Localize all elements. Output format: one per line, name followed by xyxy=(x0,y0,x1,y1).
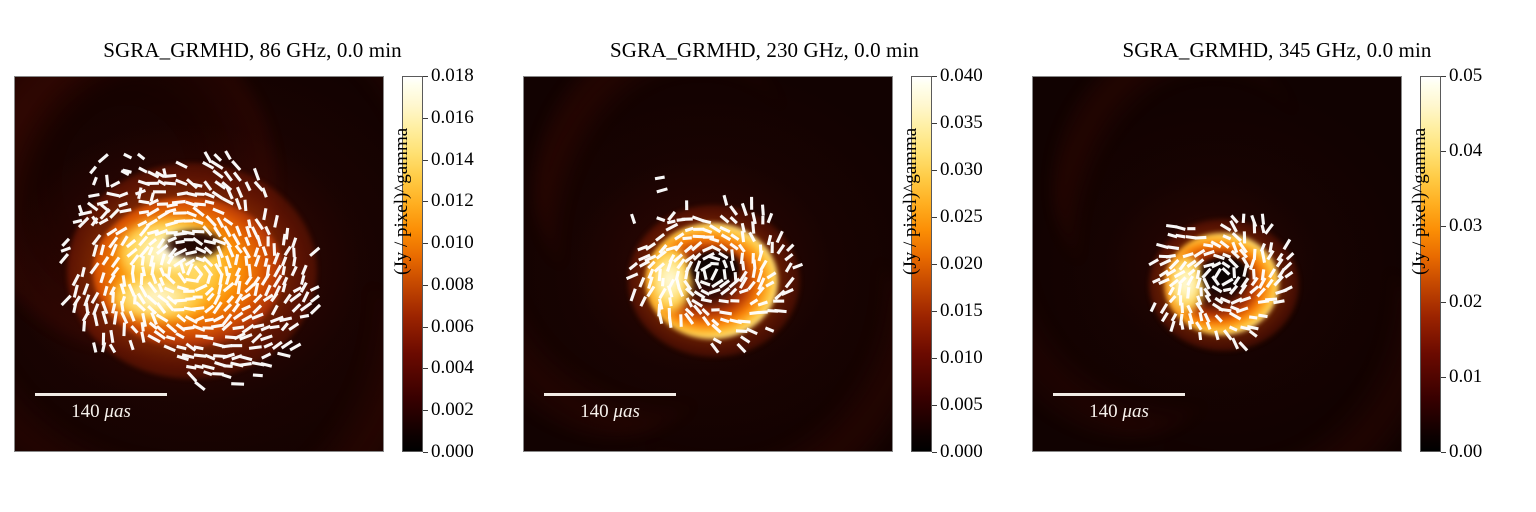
colorbar-tick xyxy=(932,123,937,124)
scalebar-value: 140 xyxy=(1089,401,1118,422)
colorbar-ticks-230ghz: 0.000 0.005 0.010 0.015 0.020 0.025 0.030 0.035… xyxy=(911,65,1051,462)
colorbar-tick-label: 0.05 xyxy=(1449,65,1483,86)
colorbar-tick xyxy=(1441,452,1446,453)
colorbar-tick-label: 0.008 xyxy=(431,273,474,295)
colorbar-tick-label: 0.020 xyxy=(940,253,983,274)
colorbar-tick-label: 0.000 xyxy=(940,441,983,462)
emission-bright-knot xyxy=(648,247,692,313)
black-hole-shadow xyxy=(165,229,223,259)
colorbar-tick-label: 0.014 xyxy=(431,148,474,170)
colorbar-tick xyxy=(1441,376,1446,378)
scalebar-unit: μas xyxy=(613,401,640,422)
scalebar-line-230ghz xyxy=(544,393,676,396)
colorbar-tick xyxy=(423,326,428,328)
colorbar-tick xyxy=(932,264,937,265)
scalebar-unit: μas xyxy=(104,401,131,422)
colorbar-tick-label: 0.004 xyxy=(431,357,474,379)
panel-86ghz: SGRA_GRMHD, 86 GHz, 0.0 min xyxy=(0,0,505,512)
colorbar-tick xyxy=(932,170,937,171)
emission-bright-knot xyxy=(1167,255,1205,313)
colorbar-tick-label: 0.018 xyxy=(431,65,474,86)
colorbar-tick xyxy=(932,311,937,312)
colorbar-tick-label: 0.04 xyxy=(1449,140,1483,162)
colorbar-tick xyxy=(423,243,428,245)
scalebar-line-345ghz xyxy=(1053,393,1185,396)
colorbar-tick-label: 0.02 xyxy=(1449,290,1483,312)
colorbar-tick-label: 0.002 xyxy=(431,399,474,421)
colorbar-tick xyxy=(423,368,428,370)
colorbar-tick-label: 0.000 xyxy=(431,441,474,462)
colorbar-tick xyxy=(423,117,428,119)
image-canvas-345ghz: 140 μas xyxy=(1033,77,1401,451)
scalebar-label-86ghz: 140 μas xyxy=(35,401,167,423)
colorbar-tick-label: 0.015 xyxy=(940,300,983,321)
colorbar-tick-label: 0.040 xyxy=(940,65,983,86)
colorbar-tick-label: 0.012 xyxy=(431,190,474,212)
colorbar-tick-label: 0.035 xyxy=(940,112,983,133)
colorbar-tick xyxy=(1441,151,1446,153)
scalebar-value: 140 xyxy=(71,401,100,422)
colorbar-tick-label: 0.010 xyxy=(940,347,983,368)
emission-bright-knot xyxy=(111,273,203,321)
colorbar-tick-label: 0.03 xyxy=(1449,215,1483,237)
colorbar-tick-label: 0.030 xyxy=(940,159,983,180)
scalebar-unit: μas xyxy=(1122,401,1149,422)
black-hole-shadow xyxy=(690,249,742,287)
colorbar-tick-label: 0.01 xyxy=(1449,365,1483,387)
colorbar-tick-label: 0.00 xyxy=(1449,441,1483,462)
panel-title-86ghz: SGRA_GRMHD, 86 GHz, 0.0 min xyxy=(103,38,402,62)
panel-230ghz: SGRA_GRMHD, 230 GHz, 0.0 min 140 μas xyxy=(509,0,1020,512)
image-axes-86ghz: 140 μas xyxy=(14,76,384,452)
black-hole-shadow xyxy=(1201,255,1251,293)
colorbar-ticks-86ghz: 0.000 0.002 0.004 0.006 0.008 0.010 0.012 0.014… xyxy=(402,65,542,462)
colorbar-tick xyxy=(423,452,428,453)
colorbar-tick xyxy=(932,405,937,406)
panel-title-345ghz: SGRA_GRMHD, 345 GHz, 0.0 min xyxy=(1122,38,1432,62)
colorbar-345ghz xyxy=(1420,76,1441,452)
panel-345ghz: SGRA_GRMHD, 345 GHz, 0.0 min 140 μas xyxy=(1018,0,1536,512)
colorbar-tick xyxy=(423,159,428,161)
image-axes-345ghz: 140 μas xyxy=(1032,76,1402,452)
background-glow xyxy=(524,77,892,451)
colorbar-tick-label: 0.005 xyxy=(940,394,983,415)
colorbar-tick xyxy=(1441,226,1446,228)
scalebar-value: 140 xyxy=(580,401,609,422)
image-canvas-86ghz: 140 μas xyxy=(15,77,383,451)
colorbar-tick-label: 0.016 xyxy=(431,106,474,128)
colorbar-tick xyxy=(932,217,937,218)
colorbar-tick xyxy=(1441,76,1446,77)
colorbar-230ghz xyxy=(911,76,932,452)
colorbar-tick-label: 0.010 xyxy=(431,232,474,254)
colorbar-tick xyxy=(423,76,428,77)
colorbar-tick xyxy=(423,410,428,412)
colorbar-tick xyxy=(932,76,937,77)
image-canvas-230ghz: 140 μas xyxy=(524,77,892,451)
scalebar-label-230ghz: 140 μas xyxy=(544,401,676,423)
scalebar-label-345ghz: 140 μas xyxy=(1053,401,1185,423)
colorbar-tick xyxy=(423,284,428,286)
colorbar-ticks-345ghz: 0.00 0.01 0.02 0.03 0.04 0.05 xyxy=(1420,65,1536,462)
colorbar-tick-label: 0.006 xyxy=(431,315,474,337)
colorbar-tick xyxy=(423,201,428,203)
colorbar-86ghz xyxy=(402,76,423,452)
panel-title-230ghz: SGRA_GRMHD, 230 GHz, 0.0 min xyxy=(609,38,920,62)
colorbar-tick xyxy=(932,358,937,359)
colorbar-tick xyxy=(932,452,937,453)
colorbar-tick-label: 0.025 xyxy=(940,206,983,227)
colorbar-tick xyxy=(1441,301,1446,303)
image-axes-230ghz: 140 μas xyxy=(523,76,893,452)
scalebar-line-86ghz xyxy=(35,393,167,396)
